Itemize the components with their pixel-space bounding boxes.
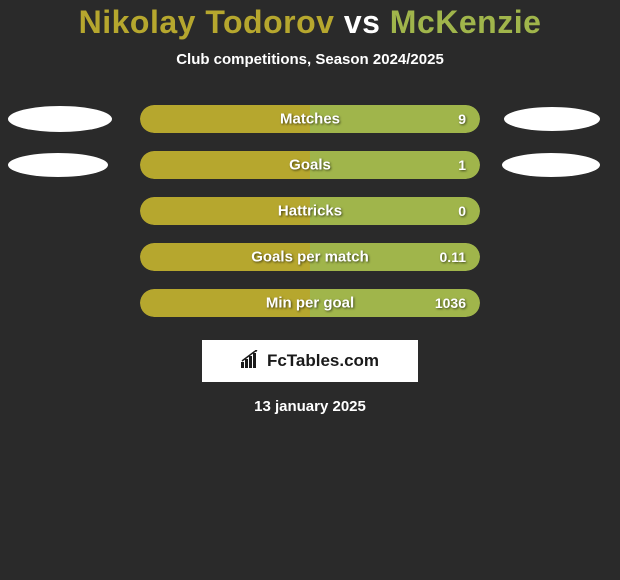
- stat-label: Hattricks: [278, 203, 342, 220]
- stat-rows: Matches 9 Goals 1 Hattricks 0 Goals per match 0…: [0, 96, 620, 326]
- bars-icon: [241, 350, 263, 373]
- player2-badge: [504, 107, 600, 131]
- stat-bar: Matches 9: [140, 105, 480, 133]
- vs-text: vs: [344, 4, 381, 40]
- logo-prefix: Fc: [267, 351, 287, 370]
- stat-value: 1: [458, 157, 466, 173]
- player1-badge: [8, 106, 112, 132]
- player2-badge: [502, 153, 600, 177]
- stat-bar: Hattricks 0: [140, 197, 480, 225]
- stat-value: 0.11: [440, 249, 466, 265]
- stat-label: Goals per match: [251, 249, 369, 266]
- stat-bar: Goals per match 0.11: [140, 243, 480, 271]
- stat-row: Goals per match 0.11: [0, 234, 620, 280]
- bar-left-segment: [140, 151, 310, 179]
- logo-box: FcTables.com: [202, 340, 418, 382]
- stat-value: 1036: [435, 295, 466, 311]
- date-line: 13 january 2025: [0, 398, 620, 415]
- infographic-container: Nikolay Todorov vs McKenzie Club competi…: [0, 0, 620, 580]
- page-title: Nikolay Todorov vs McKenzie: [0, 4, 620, 41]
- logo-text: FcTables.com: [267, 351, 379, 371]
- stat-bar: Min per goal 1036: [140, 289, 480, 317]
- bar-right-segment: [310, 151, 480, 179]
- player1-name: Nikolay Todorov: [79, 4, 335, 40]
- player1-badge: [8, 153, 108, 177]
- stat-row: Matches 9: [0, 96, 620, 142]
- player2-name: McKenzie: [390, 4, 542, 40]
- stat-row: Min per goal 1036: [0, 280, 620, 326]
- stat-row: Hattricks 0: [0, 188, 620, 234]
- subtitle: Club competitions, Season 2024/2025: [0, 51, 620, 68]
- stat-label: Min per goal: [266, 295, 354, 312]
- stat-value: 0: [458, 203, 466, 219]
- stat-bar: Goals 1: [140, 151, 480, 179]
- stat-label: Goals: [289, 157, 331, 174]
- logo-suffix: Tables.com: [287, 351, 379, 370]
- stat-value: 9: [458, 111, 466, 127]
- stat-label: Matches: [280, 111, 340, 128]
- stat-row: Goals 1: [0, 142, 620, 188]
- logo-inner: FcTables.com: [241, 350, 379, 373]
